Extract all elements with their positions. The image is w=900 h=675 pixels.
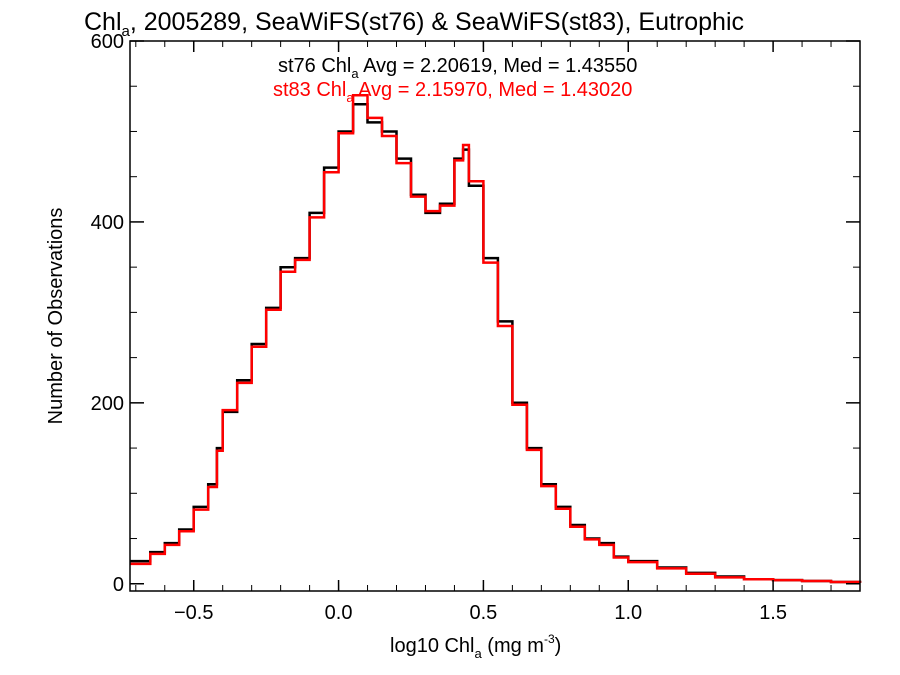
legend-st83: st83 Chla Avg = 2.15970, Med = 1.43020 [273,79,632,105]
series-layer [130,94,862,584]
x-tick-label: 0.0 [325,602,353,624]
tick-layer: −0.5 0.0 0.5 1.0 1.5 0 200 400 600 [91,31,860,624]
x-tick-label: −0.5 [174,602,213,624]
y-tick-label: 200 [91,393,124,415]
x-tick-label: 0.5 [470,602,498,624]
y-tick-label: 0 [113,574,124,596]
y-tick-label: 600 [91,31,124,53]
y-tick-label: 400 [91,212,124,234]
chart-title: Chla, 2005289, SeaWiFS(st76) & SeaWiFS(s… [84,8,744,40]
x-axis-label: log10 Chla (mg m-3) [390,632,561,661]
legend-st76: st76 Chla Avg = 2.20619, Med = 1.43550 [278,55,637,81]
y-axis-label: Number of Observations [45,208,67,425]
x-tick-label: 1.5 [759,602,787,624]
series-st83 [130,94,862,584]
x-tick-label: 1.0 [614,602,642,624]
plot-frame [129,40,861,592]
